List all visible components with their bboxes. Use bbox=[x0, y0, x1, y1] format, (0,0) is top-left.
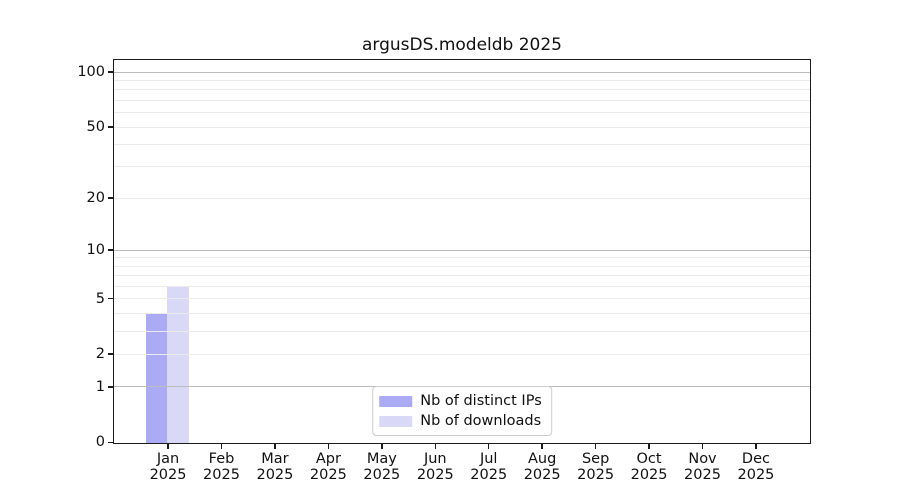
x-tick-label-may: May 2025 bbox=[340, 451, 424, 483]
x-tick-mark bbox=[274, 444, 276, 449]
gridline-y-90 bbox=[114, 80, 810, 82]
x-tick-label-oct: Oct 2025 bbox=[607, 451, 691, 483]
y-tick-label: 0 bbox=[95, 434, 105, 451]
x-tick-label-nov: Nov 2025 bbox=[661, 451, 745, 483]
x-tick-month: Aug bbox=[527, 451, 557, 467]
legend-label: Nb of distinct IPs bbox=[420, 393, 542, 409]
gridline-y-3 bbox=[114, 330, 810, 332]
x-tick-month: Oct bbox=[636, 451, 662, 467]
legend: Nb of distinct IPs Nb of downloads bbox=[372, 386, 552, 436]
x-tick-month: Sep bbox=[581, 451, 610, 467]
y-tick-mark bbox=[108, 71, 113, 73]
gridline-y-40 bbox=[114, 144, 810, 146]
x-tick-month: Feb bbox=[208, 451, 235, 467]
x-tick-year: 2025 bbox=[416, 467, 454, 484]
y-tick-label: 50 bbox=[86, 118, 105, 135]
legend-row: Nb of downloads bbox=[379, 413, 542, 429]
x-tick-year: 2025 bbox=[577, 467, 615, 484]
x-tick-mark bbox=[701, 444, 704, 449]
x-tick-label-apr: Apr 2025 bbox=[286, 451, 370, 483]
gridline-y-9 bbox=[114, 257, 810, 259]
x-tick-mark bbox=[755, 444, 757, 449]
x-tick-label-aug: Aug 2025 bbox=[500, 451, 584, 483]
gridline-y-8 bbox=[114, 265, 810, 267]
x-tick-year: 2025 bbox=[523, 467, 561, 484]
x-tick-mark bbox=[434, 444, 437, 449]
x-tick-label-jul: Jul 2025 bbox=[447, 451, 531, 483]
x-tick-month: May bbox=[366, 451, 397, 467]
x-tick-label-mar: Mar 2025 bbox=[233, 451, 317, 483]
gridline-y-20 bbox=[114, 197, 810, 199]
y-tick-label: 20 bbox=[86, 190, 105, 207]
gridline-y-7 bbox=[114, 275, 810, 277]
x-tick-label-sep: Sep 2025 bbox=[554, 451, 638, 483]
x-tick-month: Jan bbox=[156, 451, 180, 467]
bar-downloads-jan bbox=[167, 286, 189, 443]
y-tick-mark bbox=[108, 441, 113, 444]
x-tick-mark bbox=[167, 444, 169, 449]
x-tick-year: 2025 bbox=[309, 467, 347, 484]
gridline-y-50 bbox=[114, 126, 810, 128]
x-tick-month: Nov bbox=[688, 451, 717, 467]
gridline-y-10 bbox=[114, 249, 810, 251]
gridline-y-60 bbox=[114, 112, 810, 114]
x-tick-month: Mar bbox=[261, 451, 289, 467]
y-tick-mark bbox=[108, 297, 113, 300]
y-tick-label: 10 bbox=[86, 241, 105, 258]
gridline-y-80 bbox=[114, 89, 810, 91]
y-tick-mark bbox=[108, 249, 113, 251]
x-tick-label-jan: Jan 2025 bbox=[126, 451, 210, 483]
x-tick-month: Dec bbox=[741, 451, 770, 467]
x-tick-year: 2025 bbox=[630, 467, 668, 484]
x-tick-month: Jun bbox=[423, 451, 447, 467]
x-tick-mark bbox=[220, 444, 223, 449]
x-tick-year: 2025 bbox=[684, 467, 721, 484]
x-tick-year: 2025 bbox=[470, 467, 508, 484]
y-tick-label: 1 bbox=[95, 378, 105, 395]
x-tick-mark bbox=[487, 444, 490, 449]
x-tick-year: 2025 bbox=[737, 467, 775, 484]
legend-label: Nb of downloads bbox=[420, 413, 542, 429]
y-tick-mark bbox=[108, 197, 113, 199]
x-tick-mark bbox=[327, 444, 330, 449]
x-tick-year: 2025 bbox=[256, 467, 294, 484]
gridline-y-2 bbox=[114, 353, 810, 355]
legend-swatch-icon bbox=[379, 415, 413, 427]
gridline-y-70 bbox=[114, 99, 810, 101]
y-tick-label: 2 bbox=[95, 346, 105, 363]
chart-title: argusDS.modeldb 2025 bbox=[362, 35, 562, 55]
x-tick-mark bbox=[648, 444, 650, 449]
gridline-y-30 bbox=[114, 166, 810, 168]
gridline-y-100 bbox=[114, 71, 810, 73]
x-tick-label-dec: Dec 2025 bbox=[714, 451, 798, 483]
gridline-y-5 bbox=[114, 298, 810, 300]
y-tick-label: 5 bbox=[95, 290, 105, 307]
y-tick-mark bbox=[108, 386, 113, 388]
x-tick-month: Apr bbox=[315, 451, 341, 467]
x-tick-mark bbox=[594, 444, 597, 449]
x-tick-year: 2025 bbox=[203, 467, 240, 484]
y-tick-label: 100 bbox=[77, 64, 105, 81]
x-tick-year: 2025 bbox=[363, 467, 401, 484]
gridline-y-6 bbox=[114, 285, 810, 287]
legend-swatch-icon bbox=[379, 395, 413, 407]
y-tick-mark bbox=[108, 126, 113, 128]
x-tick-year: 2025 bbox=[149, 467, 187, 484]
x-tick-mark bbox=[381, 444, 383, 449]
x-tick-month: Jul bbox=[479, 451, 498, 467]
x-tick-label-jun: Jun 2025 bbox=[393, 451, 477, 483]
plot-area: Nb of distinct IPs Nb of downloads bbox=[113, 59, 811, 444]
x-tick-mark bbox=[541, 444, 543, 449]
legend-row: Nb of distinct IPs bbox=[379, 393, 542, 409]
y-tick-mark bbox=[108, 353, 113, 355]
x-tick-label-feb: Feb 2025 bbox=[179, 451, 263, 483]
gridline-y-4 bbox=[114, 312, 810, 314]
bar-distinct-ips-jan bbox=[146, 313, 168, 443]
